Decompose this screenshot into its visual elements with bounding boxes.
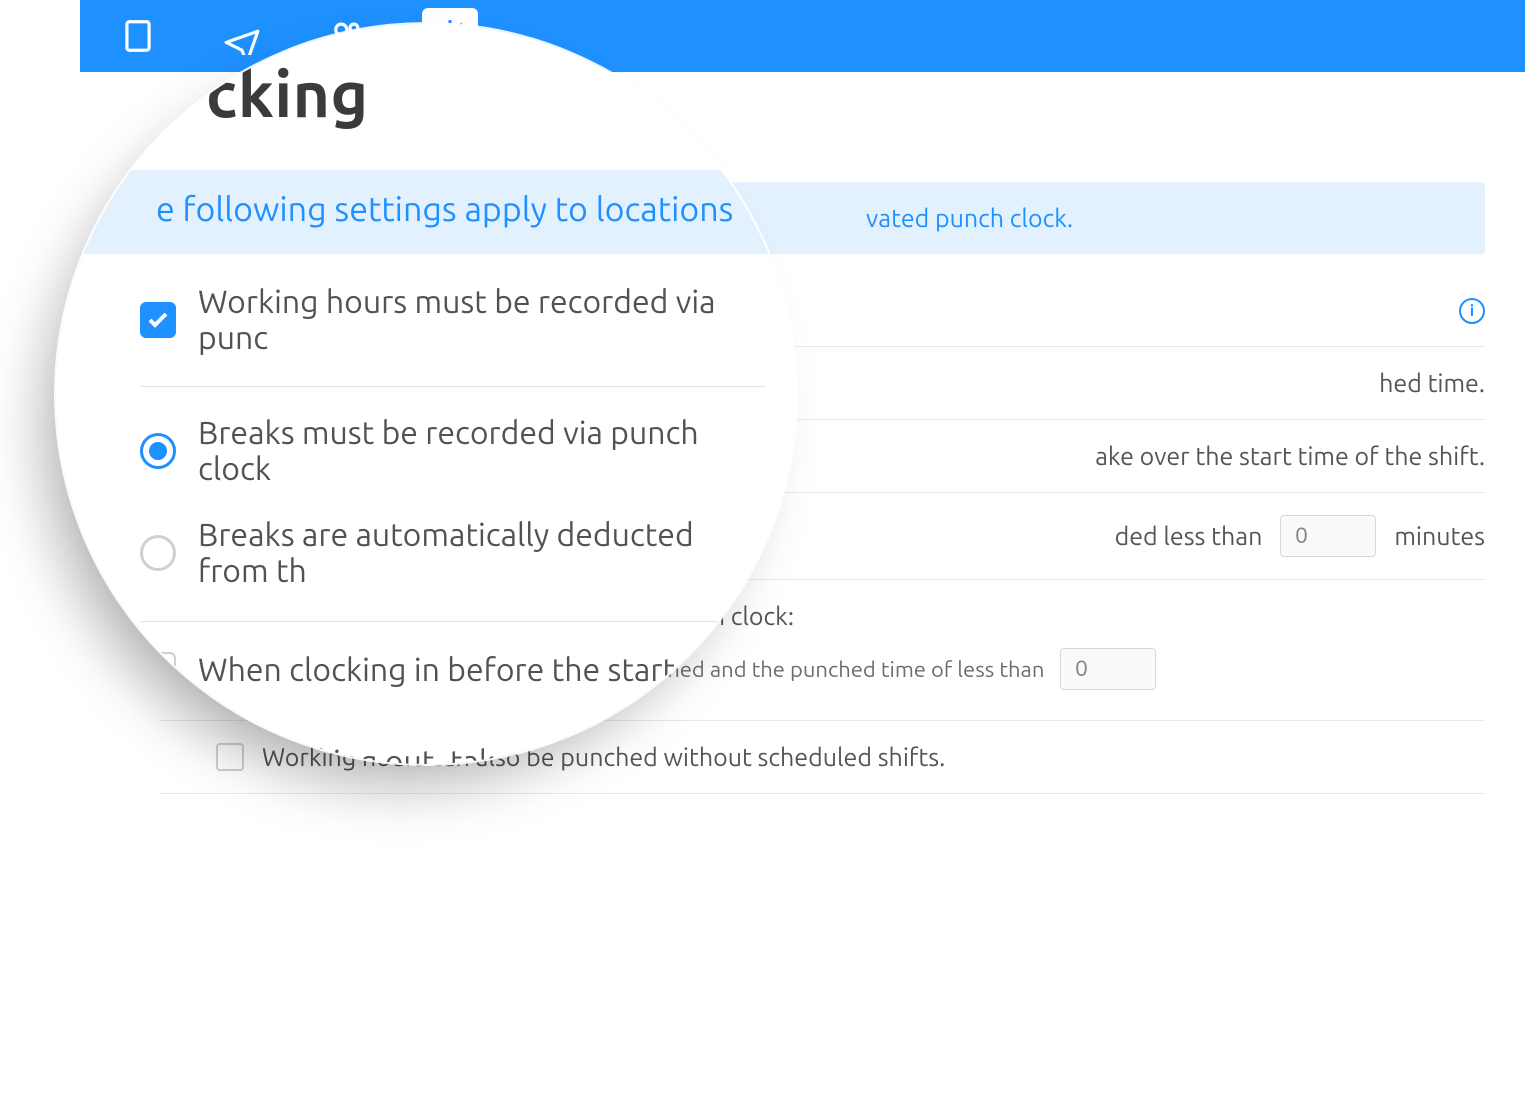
threshold-before: ded less than [1115,522,1263,550]
clockin-before-checkbox[interactable] [140,652,176,688]
lens-row-working-hours: Working hours must be recorded via punc [140,254,766,387]
clockout-fragment: clocking out, take shift ti [260,744,612,764]
info-banner-tail: vated punch clock. [866,204,1073,232]
magnifier-content: cking e following settings apply to loca… [56,24,796,764]
magnifier: cking e following settings apply to loca… [56,24,796,764]
breaks-record-label: Breaks must be recorded via punch clock [198,415,766,487]
clockin-before-label: When clocking in before the start of th [198,652,751,688]
lens-row-clockout-fragment: clocking out, take shift ti [140,698,766,764]
breaks-auto-label: Breaks are automatically deducted from t… [198,517,766,589]
row-clockin-tail: ake over the start time of the shift. [1095,442,1485,470]
breaks-record-radio[interactable] [140,433,176,469]
working-hours-checkbox[interactable] [140,302,176,338]
row-breaks-tail: hed time. [1379,369,1485,397]
lens-row-breaks-group: Breaks must be recorded via punch clock … [140,387,766,622]
working-hours-label: Working hours must be recorded via punc [198,284,766,356]
info-icon[interactable]: i [1459,298,1485,324]
check-icon [146,308,170,332]
page-title-fragment: cking [206,58,796,130]
breaks-auto-radio[interactable] [140,535,176,571]
auto-subnote-input[interactable] [1060,648,1156,690]
threshold-after: minutes [1394,522,1485,550]
threshold-input[interactable] [1280,515,1376,557]
lens-info-banner: e following settings apply to locations [56,170,796,254]
lens-row-clockin-before: When clocking in before the start of th [140,622,766,698]
